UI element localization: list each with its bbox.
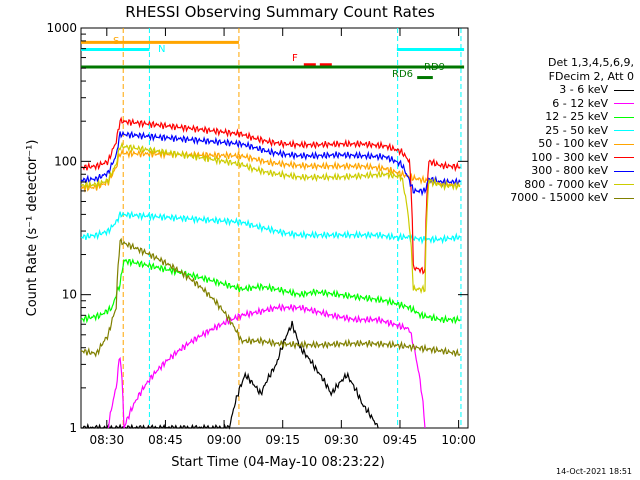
legend-swatch	[614, 116, 634, 118]
legend-swatch	[614, 130, 634, 131]
y-tick-label-2: 100	[54, 154, 77, 168]
legend-label: 6 - 12 keV	[552, 96, 608, 110]
y-tick-label-1: 10	[62, 288, 77, 302]
legend-entry-4: 50 - 100 keV	[464, 137, 634, 151]
legend-swatch	[614, 103, 634, 104]
legend-header-1: Det 1,3,4,5,6,9,	[547, 56, 634, 69]
legend-entry-6: 300 - 800 keV	[464, 164, 634, 178]
legend-swatch	[614, 157, 634, 158]
legend-swatch	[614, 197, 634, 199]
legend-entry-5: 100 - 300 keV	[464, 151, 634, 165]
status-label-rd6: RD6	[392, 69, 413, 80]
legend-swatch	[614, 143, 634, 145]
legend-entry-0: 3 - 6 keV	[464, 83, 634, 97]
series-line-3	[80, 210, 461, 245]
legend-entry-2: 12 - 25 keV	[464, 110, 634, 124]
plot-frame	[80, 27, 469, 429]
x-tick-label-3: 09:15	[265, 433, 300, 447]
legend-label: 12 - 25 keV	[545, 110, 608, 123]
legend-entry-7: 800 - 7000 keV	[464, 178, 634, 192]
legend: Det 1,3,4,5,6,9, FDecim 2, Att 0 3 - 6 k…	[464, 56, 634, 205]
status-label-s: S	[113, 36, 119, 47]
series-line-1	[107, 302, 426, 429]
legend-swatch	[614, 184, 634, 185]
status-label-n: N	[158, 44, 165, 55]
legend-swatch	[614, 89, 634, 91]
legend-label: 3 - 6 keV	[559, 83, 608, 96]
series-line-0	[81, 320, 379, 430]
legend-label: 25 - 50 keV	[545, 123, 608, 137]
legend-header-2: FDecim 2, Att 0	[548, 69, 634, 83]
status-label-f: F	[292, 53, 298, 64]
legend-label: 50 - 100 keV	[538, 137, 608, 150]
series-line-2	[80, 258, 461, 325]
y-tick-label-0: 1	[69, 421, 77, 435]
x-tick-label-0: 08:30	[90, 433, 125, 447]
y-tick-label-3: 1000	[46, 21, 77, 35]
legend-entry-1: 6 - 12 keV	[464, 97, 634, 111]
legend-label: 300 - 800 keV	[531, 164, 608, 177]
series-line-6	[80, 130, 461, 197]
x-tick-label-1: 08:45	[148, 433, 183, 447]
series-line-8	[80, 237, 461, 358]
x-tick-label-4: 09:30	[324, 433, 359, 447]
series-line-4	[80, 148, 461, 194]
legend-swatch	[614, 170, 634, 172]
x-tick-label-5: 09:45	[383, 433, 418, 447]
generation-timestamp: 14-Oct-2021 18:51	[556, 467, 632, 476]
legend-entry-8: 7000 - 15000 keV	[464, 191, 634, 205]
legend-entry-3: 25 - 50 keV	[464, 124, 634, 138]
x-tick-label-6: 10:00	[441, 433, 476, 447]
series-line-7	[80, 141, 461, 295]
legend-label: 7000 - 15000 keV	[510, 191, 608, 204]
series-line-5	[80, 116, 461, 275]
y-axis-label: Count Rate (s⁻¹ detector⁻¹)	[25, 140, 40, 317]
legend-label: 100 - 300 keV	[531, 150, 608, 164]
status-label-rd9: RD9	[424, 62, 445, 73]
x-tick-label-2: 09:00	[207, 433, 242, 447]
x-axis-label: Start Time (04-May-10 08:23:22)	[171, 455, 385, 470]
legend-label: 800 - 7000 keV	[524, 177, 608, 191]
chart-title: RHESSI Observing Summary Count Rates	[125, 3, 435, 21]
